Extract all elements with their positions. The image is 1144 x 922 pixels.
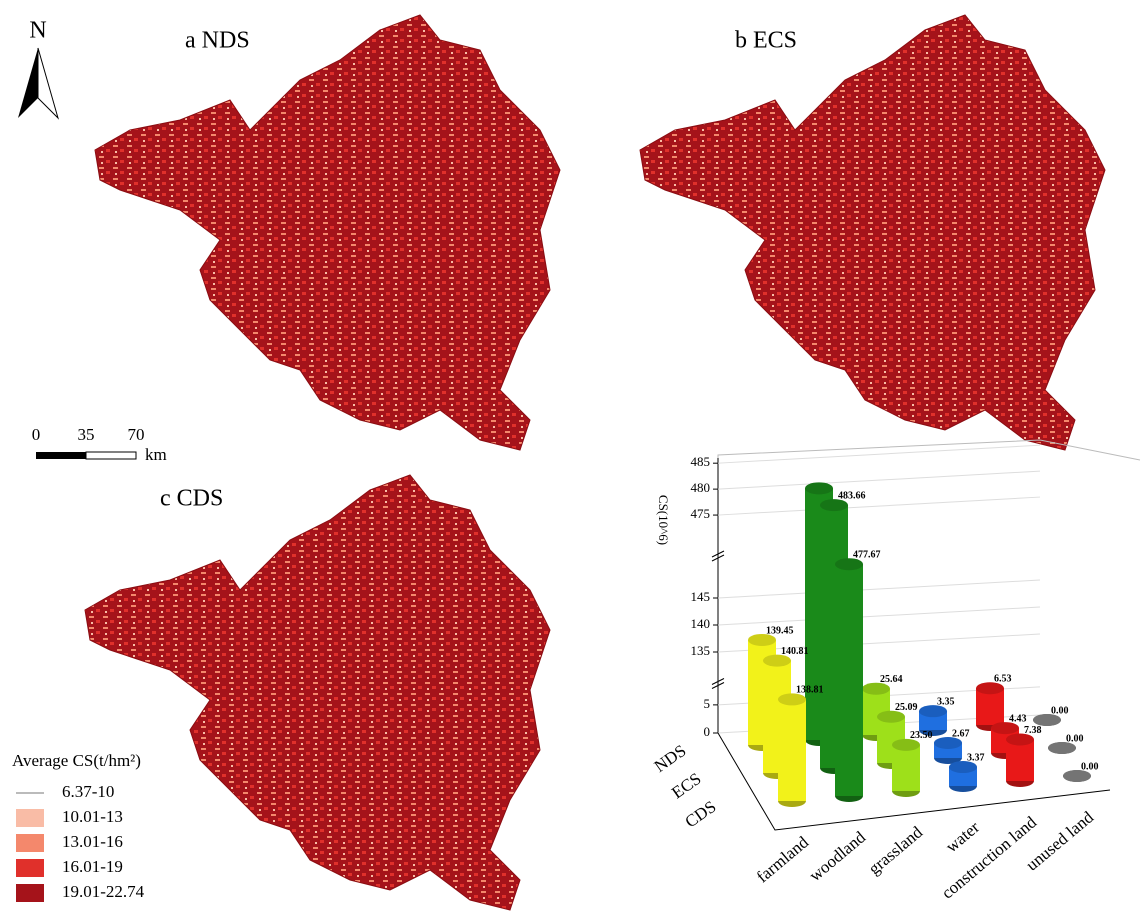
legend-label: 19.01-22.74 [62,882,145,901]
x-tick-label: water [942,817,983,856]
value-label: 25.09 [895,702,918,713]
x-tick-label: grassland [865,822,927,878]
value-label: 0.00 [1081,761,1099,772]
legend-title: Average CS(t/hm²) [12,751,141,770]
scale-tick: 70 [128,425,145,444]
value-label: 23.50 [910,730,933,741]
north-label: N [29,18,46,44]
x-tick-label: unused land [1022,807,1097,874]
y-tick-label: 5 [704,696,711,711]
map-title: b ECS [735,28,797,54]
y-axis-title: CS(10^6) [656,495,671,545]
grid-line [718,497,1040,515]
scale-unit: km [145,445,167,464]
grid-line [718,471,1040,489]
bar [892,745,920,791]
y-tick-label: 485 [691,454,711,469]
figure: a NDS b ECS c CDS N 0 35 70 km Average C… [0,0,1144,917]
value-label: 25.64 [880,674,903,685]
value-label: 140.81 [781,646,809,657]
map-title: c CDS [160,486,223,512]
value-label: 3.37 [967,752,985,763]
bar [778,699,806,801]
scale-tick: 0 [32,425,41,444]
value-label: 3.35 [937,696,955,707]
map-a [95,15,560,450]
y-tick-label: 480 [691,480,711,495]
bar-top [805,482,833,494]
legend-label: 6.37-10 [62,782,114,801]
value-label: 483.66 [838,490,866,501]
value-label: 138.81 [796,685,824,696]
bar [1006,739,1034,781]
value-label: 7.38 [1024,725,1042,736]
value-label: 2.67 [952,728,970,739]
y-tick-label: 145 [691,589,711,604]
legend-swatch [16,809,44,827]
value-label: 477.67 [853,550,881,561]
value-label: 4.43 [1009,713,1027,724]
series-label: NDS [651,741,690,776]
legend-label: 10.01-13 [62,807,123,826]
value-label: 6.53 [994,674,1012,685]
x-tick-label: farmland [753,832,813,886]
value-label: 0.00 [1051,705,1069,716]
scale-bar: 0 35 70 km [32,425,167,464]
legend-label: 16.01-19 [62,857,123,876]
map-c [85,475,550,910]
value-label: 0.00 [1066,733,1084,744]
scale-tick: 35 [78,425,95,444]
value-label: 139.45 [766,625,794,636]
x-tick-label: woodland [806,827,870,885]
series-label: CDS [682,797,720,832]
y-tick-label: 140 [691,616,711,631]
legend-swatch [16,834,44,852]
legend-swatch [16,859,44,877]
grid-line [718,607,1040,625]
y-tick-label: 475 [691,506,711,521]
series-label: ECS [668,769,704,802]
map-legend: 6.37-10 10.01-13 13.01-16 16.01-19 19.01-22.… [16,782,145,902]
legend-swatch [16,884,44,902]
y-tick-label: 0 [704,724,711,739]
north-arrow [18,48,38,118]
y-tick-label: 135 [691,643,711,658]
grid-line [718,580,1040,598]
north-arrow [38,48,58,118]
map-b [640,15,1105,450]
map-title: a NDS [185,28,250,54]
bar [835,564,863,796]
legend-label: 13.01-16 [62,832,123,851]
